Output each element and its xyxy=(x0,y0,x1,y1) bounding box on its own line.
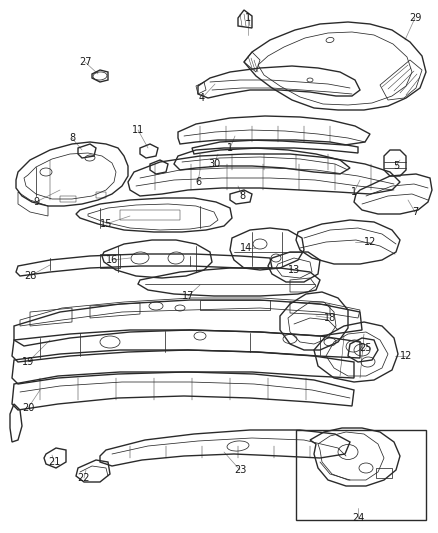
Text: 28: 28 xyxy=(24,271,36,281)
Text: 19: 19 xyxy=(22,357,34,367)
Bar xyxy=(296,430,426,520)
Bar xyxy=(376,468,392,478)
Text: 25: 25 xyxy=(360,343,372,353)
Text: 29: 29 xyxy=(409,13,421,23)
Text: 1: 1 xyxy=(227,143,233,153)
Text: 1: 1 xyxy=(351,187,357,197)
Text: 20: 20 xyxy=(22,403,34,413)
Text: 7: 7 xyxy=(412,207,418,217)
Text: 12: 12 xyxy=(364,237,376,247)
Text: 14: 14 xyxy=(240,243,252,253)
Text: 18: 18 xyxy=(324,313,336,323)
Text: 11: 11 xyxy=(132,125,144,135)
Text: 24: 24 xyxy=(352,513,364,523)
Text: 5: 5 xyxy=(393,161,399,171)
Text: 17: 17 xyxy=(182,291,194,301)
Text: 22: 22 xyxy=(78,473,90,483)
Text: 8: 8 xyxy=(239,191,245,201)
Text: 6: 6 xyxy=(195,177,201,187)
Text: 13: 13 xyxy=(288,265,300,275)
Text: 21: 21 xyxy=(48,457,60,467)
Text: 8: 8 xyxy=(69,133,75,143)
Text: 30: 30 xyxy=(208,159,220,169)
Text: 9: 9 xyxy=(33,197,39,207)
Text: 1: 1 xyxy=(245,13,251,23)
Text: 27: 27 xyxy=(79,57,91,67)
Text: 12: 12 xyxy=(400,351,412,361)
Text: 4: 4 xyxy=(199,93,205,103)
Text: 16: 16 xyxy=(106,255,118,265)
Text: 15: 15 xyxy=(100,219,112,229)
Text: 23: 23 xyxy=(234,465,246,475)
